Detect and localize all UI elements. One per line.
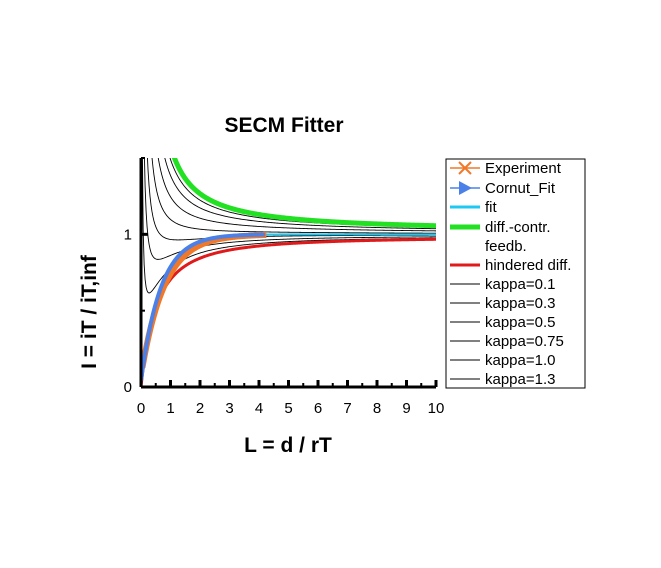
legend-marker <box>459 181 472 195</box>
kappa-curve-9 <box>174 158 436 227</box>
x-tick-label: 4 <box>255 400 263 417</box>
legend-label: kappa=1.0 <box>485 352 555 369</box>
legend-box <box>445 158 586 389</box>
legend-label: Cornut_Fit <box>485 180 556 197</box>
legend-label: kappa=0.75 <box>485 333 564 350</box>
x-tick-label: 10 <box>428 400 445 417</box>
legend-label: hindered diff. <box>485 257 571 274</box>
legend-label: diff.-contr. feedb. <box>485 219 551 255</box>
legend-item-11: kappa=1.3 <box>450 371 555 388</box>
y-tick-label: 1 <box>124 226 132 243</box>
legend-item-7: kappa=0.3 <box>450 295 555 312</box>
x-tick-label: 7 <box>343 400 351 417</box>
legend-label: kappa=1.3 <box>485 371 555 388</box>
chart-title: SECM Fitter <box>224 114 343 137</box>
x-tick-label: 5 <box>284 400 292 417</box>
y-tick-label: 0 <box>124 379 132 396</box>
kappa-curve-1 <box>141 238 436 377</box>
legend-item-10: kappa=1.0 <box>450 352 555 369</box>
legend-label: kappa=0.3 <box>485 295 555 312</box>
legend-item-4: diff.-contr. feedb. <box>450 219 551 255</box>
x-tick-label: 6 <box>314 400 322 417</box>
plot-area <box>141 158 436 387</box>
legend-item-9: kappa=0.75 <box>450 333 564 350</box>
kappa-curve-7 <box>164 158 436 230</box>
kappa-curve-5 <box>151 158 436 234</box>
legend-item-8: kappa=0.5 <box>450 314 555 331</box>
x-tick-label: 2 <box>196 400 204 417</box>
experiment-series <box>141 231 267 369</box>
legend-item-1: Experiment <box>450 160 562 177</box>
legend-label: kappa=0.1 <box>485 276 555 293</box>
kappa-curve-2 <box>142 158 436 294</box>
axes: 0 1 2 3 4 5 6 7 8 9 10 0 1 <box>124 157 445 417</box>
legend-label: fit <box>485 199 498 216</box>
legend-item-3: fit <box>450 199 498 216</box>
kappa-curve-4 <box>147 158 436 241</box>
x-axis-label: L = d / rT <box>244 434 332 457</box>
kappa-curve-6 <box>157 158 436 232</box>
x-tick-label: 1 <box>166 400 174 417</box>
hindered-diff-curve <box>141 237 436 387</box>
x-tick-label: 0 <box>137 400 145 417</box>
legend-item-6: kappa=0.1 <box>450 276 555 293</box>
x-tick-label: 3 <box>225 400 233 417</box>
y-axis-label: I = iT / iT,inf <box>78 254 101 369</box>
legend-label: kappa=0.5 <box>485 314 555 331</box>
diff-contr-feedb-curve <box>171 158 436 229</box>
x-tick-label: 8 <box>373 400 381 417</box>
cornut-fit-series <box>141 232 265 382</box>
legend-marker <box>458 161 472 175</box>
legend-item-5: hindered diff. <box>450 257 571 274</box>
x-tick-label: 9 <box>402 400 410 417</box>
legend-item-2: Cornut_Fit <box>450 180 556 197</box>
legend-label: Experiment <box>485 160 562 177</box>
